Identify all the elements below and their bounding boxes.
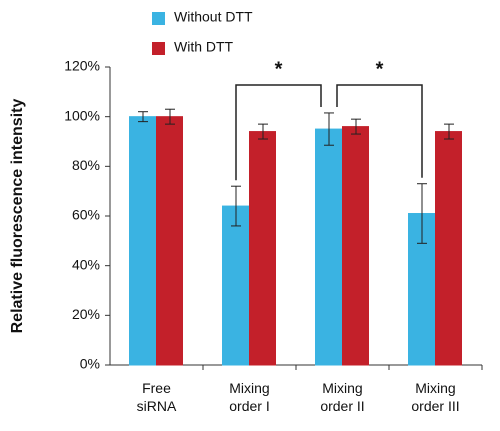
significance-star: * (275, 58, 283, 80)
x-tick-label: Mixing order III (411, 380, 459, 414)
y-tick-label: 120% (64, 58, 100, 74)
x-tick-label-line: Mixing (229, 380, 269, 396)
bar (315, 128, 342, 366)
x-tick-label: Mixing order II (320, 380, 364, 414)
y-tick-label: 100% (64, 107, 100, 123)
x-tick-label-line: Mixing (322, 380, 362, 396)
significance-star: * (376, 58, 384, 80)
x-tick-label-line: order II (320, 398, 364, 414)
x-tick-label-line: Mixing (415, 380, 455, 396)
y-tick-label: 0% (80, 356, 100, 372)
x-tick-label: Mixing order I (229, 380, 269, 414)
x-tick-label-line: siRNA (137, 398, 177, 414)
bar (342, 126, 369, 366)
y-tick-label: 20% (72, 306, 100, 322)
bar (129, 116, 156, 366)
x-tick-label-line: order I (229, 398, 269, 414)
y-tick-label: 60% (72, 207, 100, 223)
y-tick-label: 80% (72, 157, 100, 173)
bar (435, 131, 462, 366)
bar (222, 205, 249, 366)
legend-swatch (152, 42, 165, 55)
x-tick-label-line: order III (411, 398, 459, 414)
significance-bracket (235, 84, 322, 181)
legend-label: With DTT (174, 39, 234, 55)
y-axis-title: Relative fluorescence intensity (9, 99, 26, 334)
significance-bracket (336, 84, 423, 178)
x-tick-label: Free siRNA (137, 380, 177, 414)
bar (249, 131, 276, 366)
legend-swatch (152, 12, 165, 25)
x-tick-label-line: Free (142, 380, 171, 396)
bar (156, 116, 183, 366)
legend-label: Without DTT (174, 9, 253, 25)
y-tick-label: 40% (72, 256, 100, 272)
